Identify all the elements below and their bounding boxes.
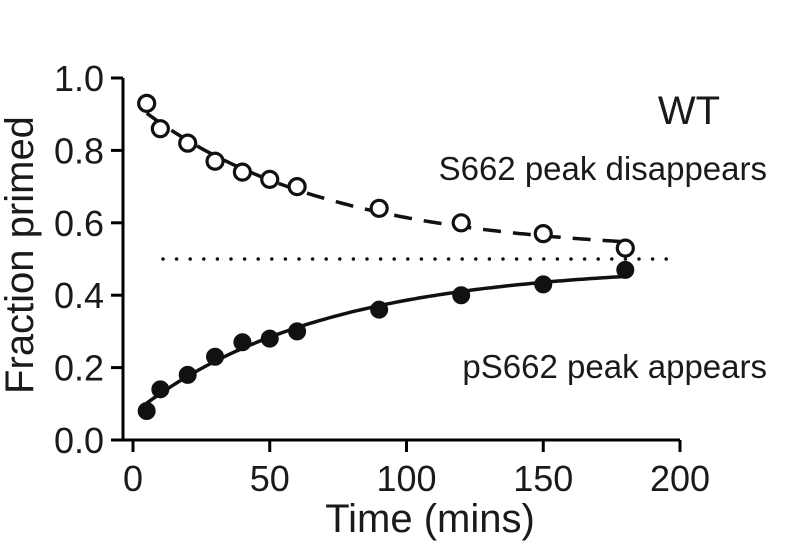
- data-point-series-0: [205, 151, 225, 171]
- y-tick-label: 1.0: [54, 58, 104, 99]
- x-tick-label: 150: [513, 458, 573, 499]
- y-tick-label: 0.0: [54, 420, 104, 461]
- data-point-series-0: [615, 238, 635, 258]
- y-tick-label: 0.2: [54, 348, 104, 389]
- series-label-s662: S662 peak disappears: [439, 150, 767, 187]
- x-axis-label: Time (mins): [325, 497, 535, 541]
- data-point-series-0: [178, 133, 198, 153]
- data-point-series-1: [151, 380, 170, 399]
- x-ticks: 0 50 100 150 200: [123, 440, 710, 499]
- data-point-series-0: [260, 169, 280, 189]
- data-point-series-1: [288, 322, 307, 341]
- panel-label: WT: [658, 89, 720, 133]
- data-point-series-1: [616, 260, 635, 279]
- axes: [121, 78, 680, 442]
- data-point-series-0: [150, 119, 170, 139]
- data-point-series-0: [287, 177, 307, 197]
- x-tick-label: 100: [376, 458, 436, 499]
- y-tick-label: 0.8: [54, 130, 104, 171]
- x-tick-label: 50: [250, 458, 290, 499]
- y-tick-label: 0.6: [54, 203, 104, 244]
- data-point-series-0: [451, 213, 471, 233]
- data-point-series-0: [369, 198, 389, 218]
- data-point-series-0: [533, 224, 553, 244]
- data-point-series-1: [260, 329, 279, 348]
- data-point-series-1: [534, 275, 553, 294]
- data-point-series-0: [137, 93, 157, 113]
- data-point-series-1: [452, 286, 471, 305]
- x-tick-label: 200: [650, 458, 710, 499]
- series-label-ps662: pS662 peak appears: [462, 348, 767, 385]
- data-point-series-1: [137, 402, 156, 421]
- data-point-series-1: [233, 333, 252, 352]
- plot-area: [137, 93, 672, 421]
- data-point-series-1: [206, 347, 225, 366]
- data-point-series-1: [178, 365, 197, 384]
- data-point-series-1: [370, 300, 389, 319]
- x-tick-label: 0: [123, 458, 143, 499]
- y-ticks: 0.0 0.2 0.4 0.6 0.8 1.0: [54, 58, 123, 461]
- data-point-series-0: [232, 162, 252, 182]
- y-axis-label: Fraction primed: [0, 116, 42, 394]
- y-tick-label: 0.4: [54, 275, 104, 316]
